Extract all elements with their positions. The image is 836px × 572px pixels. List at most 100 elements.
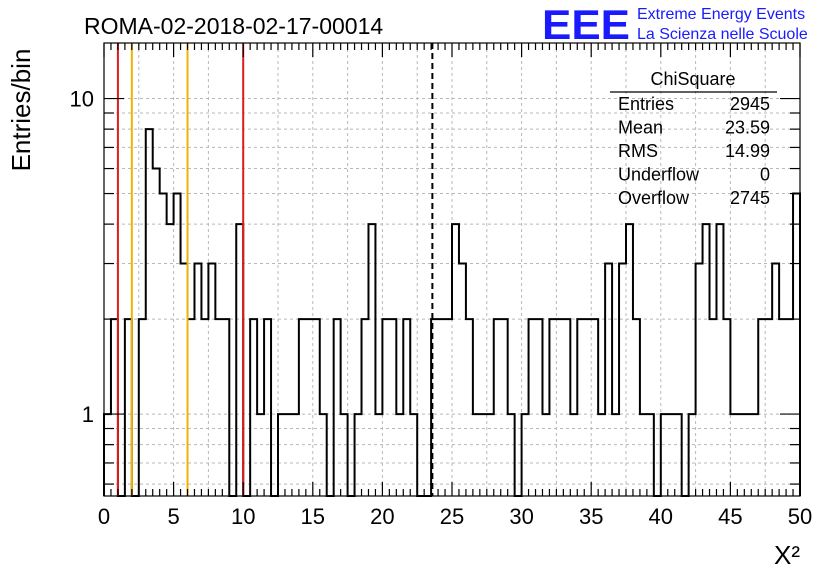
histogram-bin	[167, 224, 174, 496]
histogram-bin	[174, 194, 181, 496]
stats-row-label: RMS	[618, 141, 658, 161]
histogram-bin	[710, 319, 717, 496]
x-tick-label: 40	[649, 504, 673, 529]
histogram-bin	[160, 194, 167, 496]
x-tick-label: 25	[440, 504, 464, 529]
histogram-bin	[466, 319, 473, 496]
histogram-bin	[139, 319, 146, 496]
histogram-bin	[410, 414, 417, 496]
histogram-bin	[341, 414, 348, 496]
histogram-bin	[452, 224, 459, 496]
y-axis-label: Entries/bin	[6, 49, 36, 172]
histogram-bin	[793, 194, 800, 496]
histogram-bin	[125, 319, 132, 496]
histogram-bin	[487, 414, 494, 496]
histogram-bin	[730, 414, 737, 496]
histogram-bin	[703, 224, 710, 496]
histogram-bin	[563, 319, 570, 496]
x-tick-label: 5	[167, 504, 179, 529]
stats-row-value: 2745	[730, 188, 770, 208]
histogram-bin	[737, 414, 744, 496]
histogram-bin	[570, 414, 577, 496]
histogram-bin	[494, 319, 501, 496]
histogram-bin	[640, 414, 647, 496]
stats-row-value: 0	[760, 165, 770, 185]
stats-row-label: Entries	[618, 94, 674, 114]
histogram-bin	[236, 224, 243, 496]
histogram-bin	[556, 319, 563, 496]
x-tick-label: 10	[231, 504, 255, 529]
histogram-bin	[459, 264, 466, 496]
histogram-bin	[181, 264, 188, 496]
logo-line-2: La Scienza nelle Scuole	[637, 26, 808, 43]
histogram-bin	[382, 319, 389, 496]
histogram-bin	[445, 319, 452, 496]
histogram-bin	[619, 264, 626, 496]
stats-row-label: Overflow	[618, 188, 690, 208]
stats-row-value: 23.59	[725, 118, 770, 138]
stats-row-label: Underflow	[618, 165, 700, 185]
histogram-bin	[786, 319, 793, 496]
histogram-bin	[675, 414, 682, 496]
histogram-bin	[473, 414, 480, 496]
x-tick-label: 30	[509, 504, 533, 529]
histogram-bin	[522, 414, 529, 496]
x-tick-label: 0	[98, 504, 110, 529]
histogram-bin	[626, 224, 633, 496]
logo-line-1: Extreme Energy Events	[637, 6, 805, 23]
y-tick-label: 1	[82, 402, 94, 427]
histogram-bin	[605, 264, 612, 496]
histogram-bin	[772, 264, 779, 496]
stats-row-value: 2945	[730, 94, 770, 114]
histogram-bin	[549, 319, 556, 496]
histogram-bin	[779, 319, 786, 496]
histogram-bin	[689, 414, 696, 496]
histogram-bin	[334, 319, 341, 496]
histogram-bin	[362, 319, 369, 496]
histogram-bin	[375, 414, 382, 496]
histogram-bin	[591, 319, 598, 496]
histogram-bin	[501, 319, 508, 496]
x-tick-label: 50	[788, 504, 812, 529]
histogram-bin	[201, 319, 208, 496]
histogram-bin	[508, 414, 515, 496]
histogram-bin	[723, 319, 730, 496]
histogram-bin	[542, 414, 549, 496]
x-tick-label: 45	[718, 504, 742, 529]
chart-title: ROMA-02-2018-02-17-00014	[84, 13, 383, 39]
histogram-bin	[744, 414, 751, 496]
marker-lines	[116, 43, 434, 496]
histogram-bin	[208, 264, 215, 496]
histogram-bin	[661, 414, 668, 496]
histogram-series	[103, 128, 801, 497]
eee-logo: EEE Extreme Energy Events La Scienza nel…	[542, 1, 808, 48]
x-tick-label: 35	[579, 504, 603, 529]
histogram-bin	[480, 414, 487, 496]
histogram-bin	[647, 414, 654, 496]
histogram-bin	[285, 414, 292, 496]
x-tick-label: 15	[301, 504, 325, 529]
histogram-bin	[215, 319, 222, 496]
x-axis-label: X²	[774, 540, 800, 570]
histogram-bin	[598, 414, 605, 496]
histogram-bin	[292, 414, 299, 496]
histogram-bin	[438, 319, 445, 496]
histogram-bin	[389, 319, 396, 496]
histogram-outline	[103, 128, 801, 497]
histogram-bin	[396, 414, 403, 496]
histogram-bin	[194, 264, 201, 496]
y-tick-label: 10	[70, 87, 94, 112]
histogram-bin	[153, 169, 160, 496]
histogram-bin	[264, 319, 271, 496]
x-tick-label: 20	[370, 504, 394, 529]
histogram-bin	[188, 319, 195, 496]
histogram-bin	[536, 319, 543, 496]
histogram-bin	[368, 224, 375, 496]
histogram-bin	[751, 414, 758, 496]
histogram-bin	[577, 319, 584, 496]
histogram-bin	[716, 224, 723, 496]
histogram-bin	[696, 264, 703, 496]
histogram-bin	[306, 319, 313, 496]
histogram-bin	[355, 414, 362, 496]
